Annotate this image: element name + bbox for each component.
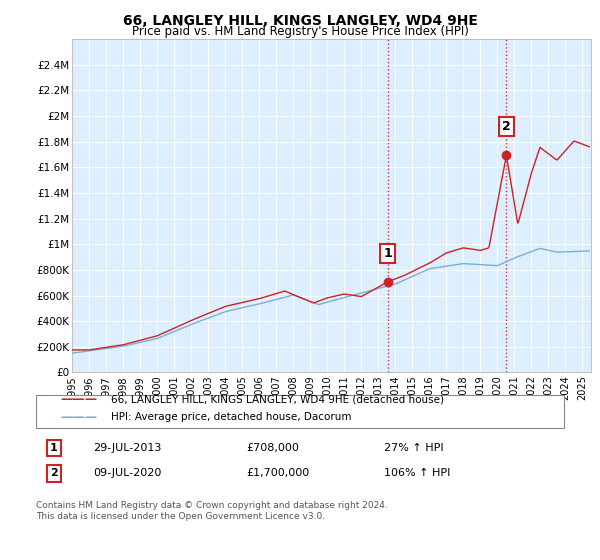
Text: 1: 1 <box>383 247 392 260</box>
Text: 27% ↑ HPI: 27% ↑ HPI <box>384 443 443 453</box>
Text: £708,000: £708,000 <box>246 443 299 453</box>
Text: ———: ——— <box>60 410 97 424</box>
Text: 66, LANGLEY HILL, KINGS LANGLEY, WD4 9HE (detached house): 66, LANGLEY HILL, KINGS LANGLEY, WD4 9HE… <box>111 394 444 404</box>
Text: £1,700,000: £1,700,000 <box>246 468 309 478</box>
Text: 66, LANGLEY HILL, KINGS LANGLEY, WD4 9HE: 66, LANGLEY HILL, KINGS LANGLEY, WD4 9HE <box>122 14 478 28</box>
Text: 2: 2 <box>502 120 511 133</box>
Text: 29-JUL-2013: 29-JUL-2013 <box>93 443 161 453</box>
Text: 1: 1 <box>50 443 58 453</box>
Text: Contains HM Land Registry data © Crown copyright and database right 2024.
This d: Contains HM Land Registry data © Crown c… <box>36 501 388 521</box>
Text: HPI: Average price, detached house, Dacorum: HPI: Average price, detached house, Daco… <box>111 412 352 422</box>
Text: Price paid vs. HM Land Registry's House Price Index (HPI): Price paid vs. HM Land Registry's House … <box>131 25 469 38</box>
Text: ———: ——— <box>60 393 97 406</box>
Text: 106% ↑ HPI: 106% ↑ HPI <box>384 468 451 478</box>
Text: 09-JUL-2020: 09-JUL-2020 <box>93 468 161 478</box>
Text: 2: 2 <box>50 468 58 478</box>
